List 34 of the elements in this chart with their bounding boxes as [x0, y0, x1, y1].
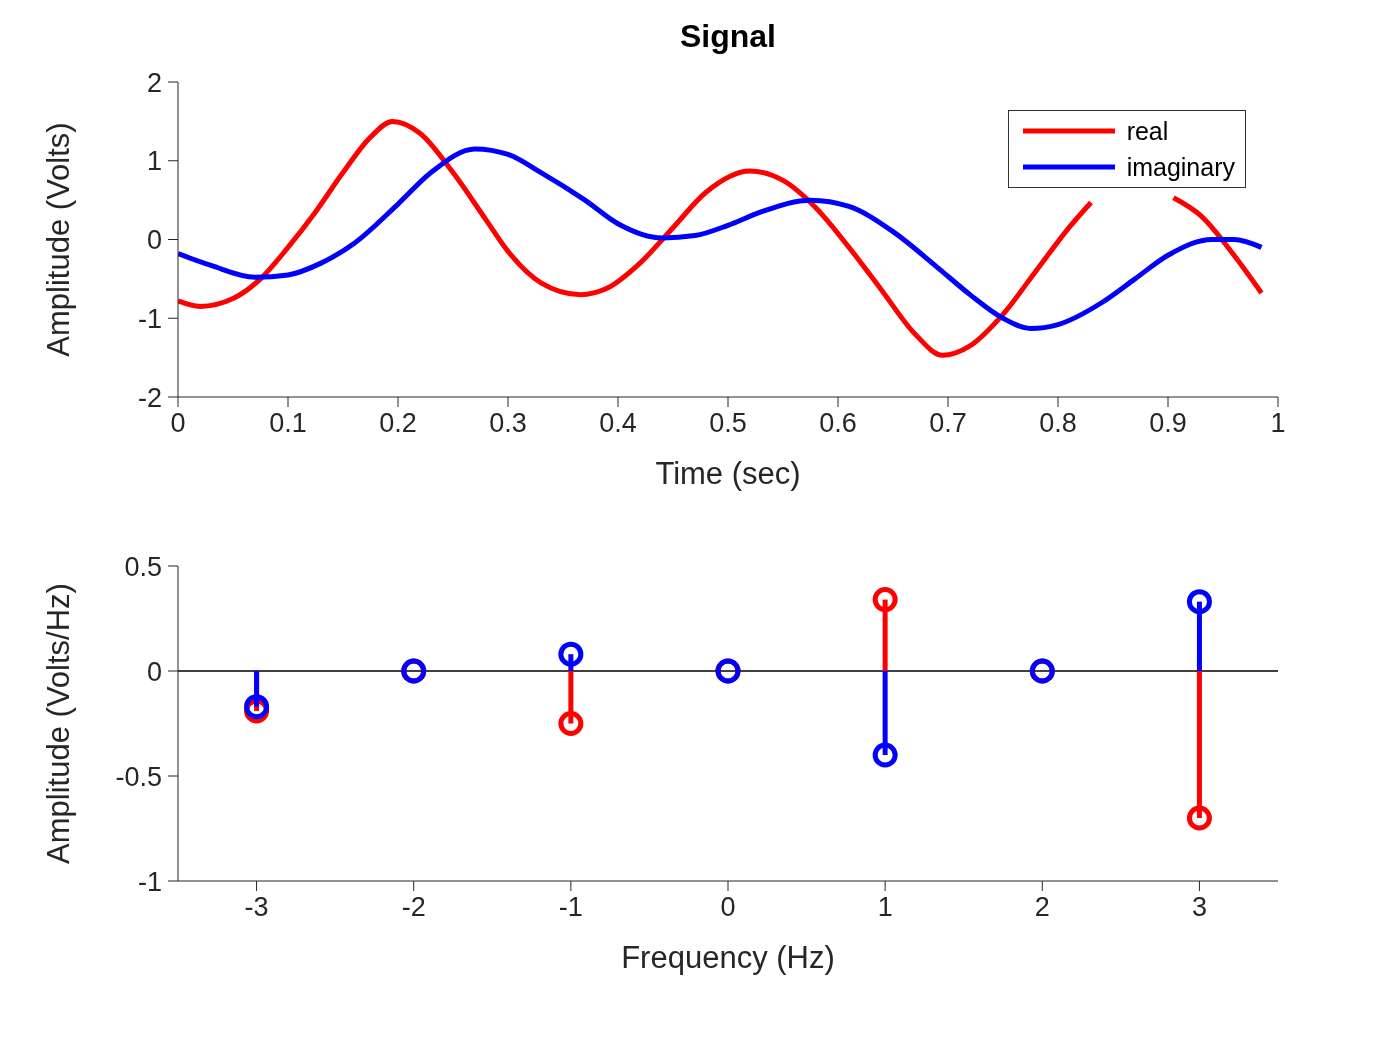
- x-tick-label: -1: [558, 892, 583, 923]
- x-tick-label: 0.8: [1039, 408, 1077, 439]
- y-tick-label: 2: [146, 67, 162, 98]
- y-tick-label: -0.5: [115, 761, 162, 792]
- y-tick-label: -2: [137, 382, 162, 413]
- chart-title: Signal: [679, 18, 777, 56]
- x-tick-label: 0: [720, 892, 736, 923]
- x-tick-label: 1: [877, 892, 893, 923]
- y-tick-label: -1: [137, 303, 162, 334]
- x-tick-label: 0.4: [599, 408, 637, 439]
- y-tick-label: 0.5: [124, 551, 162, 582]
- x-tick-label: -3: [244, 892, 269, 923]
- y-axis-title: Amplitude (Volts/Hz): [41, 583, 77, 864]
- x-tick-label: 0.3: [489, 408, 527, 439]
- x-axis-title: Time (sec): [655, 456, 801, 491]
- x-tick-label: 2: [1034, 892, 1050, 923]
- x-tick-label: 0: [170, 408, 186, 439]
- x-tick-label: 0.9: [1149, 408, 1187, 439]
- x-tick-label: -2: [401, 892, 426, 923]
- x-tick-label: 3: [1191, 892, 1207, 923]
- x-tick-label: 0.2: [379, 408, 417, 439]
- x-axis-title: Frequency (Hz): [621, 940, 835, 975]
- x-tick-label: 0.5: [709, 408, 747, 439]
- x-tick-label: 0.7: [929, 408, 967, 439]
- y-tick-label: -1: [137, 866, 162, 897]
- legend-label: real: [1126, 116, 1169, 146]
- y-tick-label: 0: [146, 225, 162, 256]
- x-tick-label: 0.6: [819, 408, 857, 439]
- y-tick-label: 1: [146, 146, 162, 177]
- legend-label: imaginary: [1126, 152, 1235, 182]
- y-tick-label: 0: [146, 656, 162, 687]
- x-tick-label: 1: [1270, 408, 1286, 439]
- y-axis-title: Amplitude (Volts): [41, 122, 77, 357]
- x-tick-label: 0.1: [269, 408, 307, 439]
